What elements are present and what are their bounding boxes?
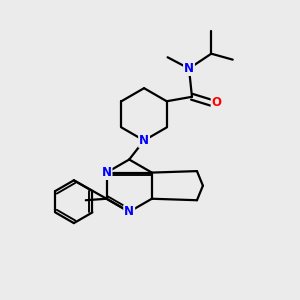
Text: N: N [101,166,112,179]
Text: N: N [184,62,194,75]
Text: O: O [212,96,222,109]
Text: N: N [124,205,134,218]
Text: N: N [139,134,149,147]
